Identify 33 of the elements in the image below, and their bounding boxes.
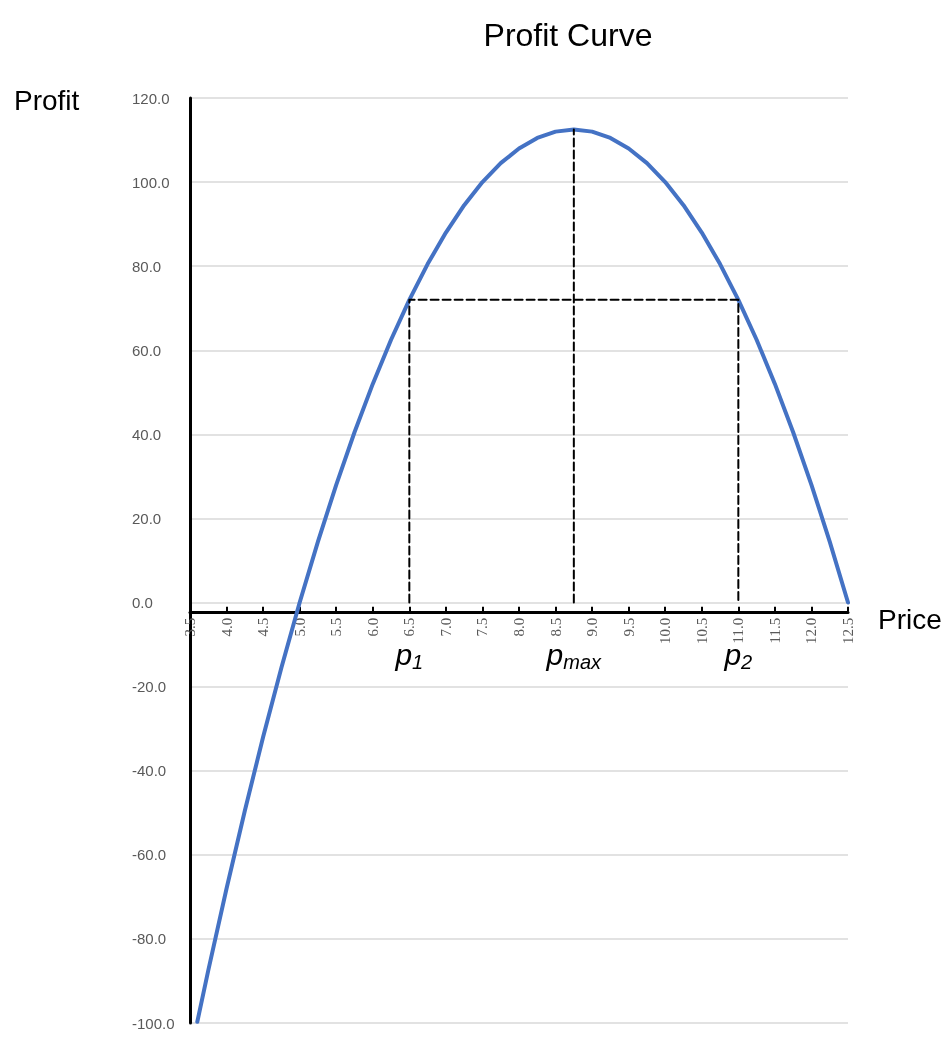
y-tick-label: 0.0: [132, 594, 153, 612]
y-tick-label: -40.0: [132, 762, 167, 780]
x-tick-label: 9.5: [620, 617, 637, 637]
x-tick-label: 6.5: [401, 617, 418, 637]
x-tick-label: 9.0: [584, 617, 601, 637]
y-tick-label: 100.0: [132, 173, 170, 191]
y-axis-title: Profit: [14, 84, 80, 116]
y-tick-label: -60.0: [132, 846, 167, 864]
y-tick-label: 40.0: [132, 425, 162, 443]
x-tick-label: 10.5: [693, 617, 710, 644]
y-tick-label: 80.0: [132, 257, 162, 275]
x-tick-label: 12.5: [840, 617, 856, 644]
x-axis-title: Price: [878, 604, 942, 635]
x-tick-label: 7.5: [474, 617, 491, 637]
x-tick-label: 11.0: [730, 617, 747, 644]
x-tick-label: 4.5: [255, 617, 272, 637]
y-tick-label: -80.0: [132, 930, 167, 948]
y-tick-label: 60.0: [132, 341, 162, 359]
x-tick-label: 6.0: [364, 617, 381, 637]
chart-title: Profit Curve: [483, 17, 653, 53]
x-tick-label: 12.0: [803, 617, 820, 644]
x-tick-label: 4.0: [218, 617, 235, 637]
x-tick-label: 8.5: [547, 617, 564, 637]
x-tick-label: 10.0: [657, 617, 674, 644]
y-tick-label: -20.0: [132, 678, 167, 696]
x-tick-label: 5.5: [328, 617, 345, 637]
x-tick-label: 7.0: [437, 617, 454, 637]
y-tick-label: 120.0: [132, 89, 170, 107]
y-tick-label: -100.0: [132, 1014, 175, 1032]
x-tick-label: 3.5: [182, 617, 198, 637]
x-tick-label: 11.5: [766, 617, 783, 644]
y-tick-label: 20.0: [132, 509, 162, 527]
x-tick-label: 8.0: [511, 617, 527, 637]
